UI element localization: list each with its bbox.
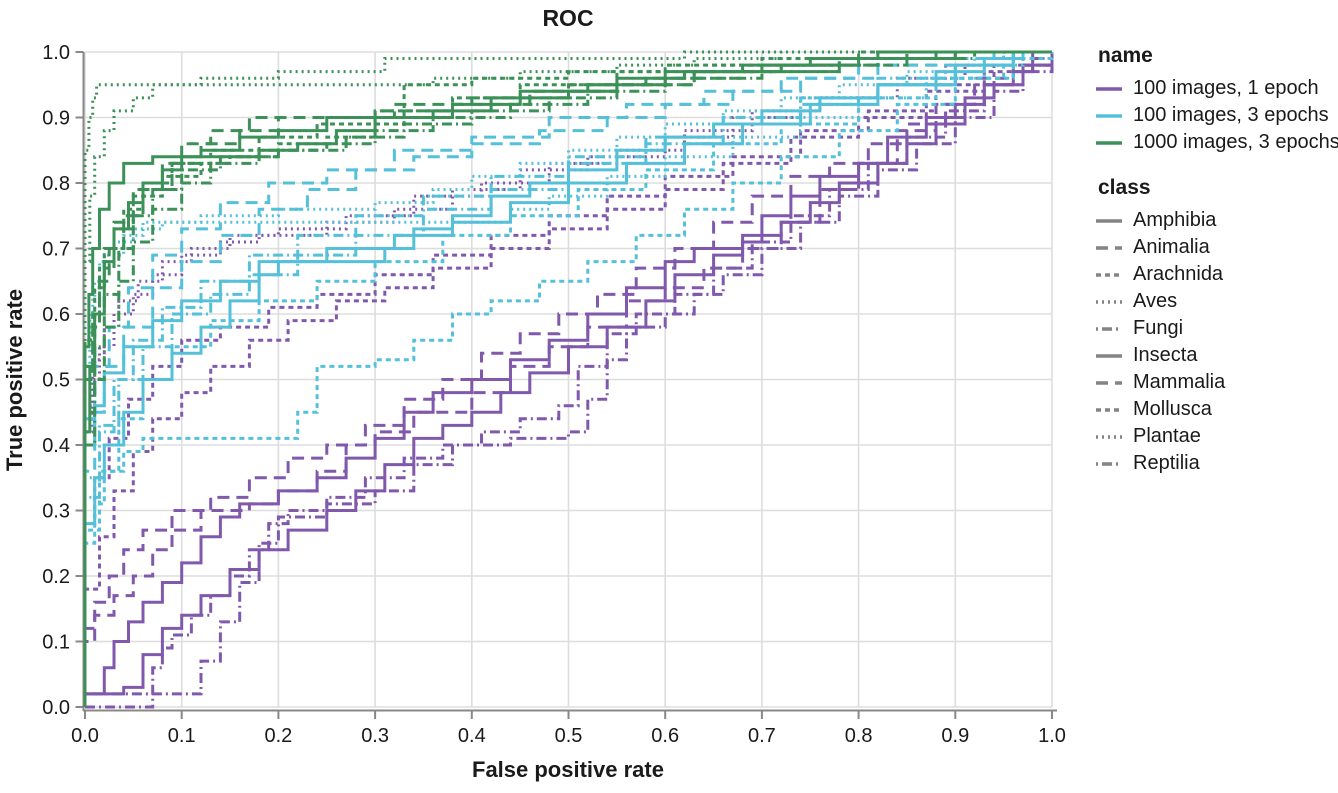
legend-name-group: name 100 images, 1 epoch 100 images, 3 ep… <box>1096 44 1338 156</box>
y-tick-label: 0.5 <box>42 370 70 392</box>
legend-item-label: Fungi <box>1133 317 1184 339</box>
roc-curve-fungi <box>83 52 1054 707</box>
legend-swatch-line <box>1096 380 1122 385</box>
x-tick-label: 0.8 <box>845 725 873 747</box>
legend-item-label: Plantae <box>1133 425 1201 447</box>
chart-title: ROC <box>542 5 593 31</box>
roc-curve-amphibia <box>83 50 1052 707</box>
legend-item-label: Mammalia <box>1133 371 1226 393</box>
legend-class-group: class Amphibia Animalia Arachnida Aves Fungi… <box>1096 176 1336 477</box>
legend-item-class: Arachnida <box>1096 261 1336 288</box>
legend: name 100 images, 1 epoch 100 images, 3 ep… <box>1096 44 1338 477</box>
legend-name-items: 100 images, 1 epoch 100 images, 3 epochs 1… <box>1096 75 1338 156</box>
legend-item-label: Insecta <box>1133 344 1198 366</box>
y-tick-label: 0.8 <box>42 173 70 195</box>
legend-swatch-line <box>1096 299 1122 304</box>
legend-item-name: 100 images, 3 epochs <box>1096 102 1336 129</box>
y-axis-title: True positive rate <box>2 289 27 471</box>
legend-name-title: name <box>1098 44 1153 67</box>
legend-item-class: Fungi <box>1096 315 1336 342</box>
y-tick-label: 0.0 <box>42 697 70 719</box>
legend-swatch-line <box>1096 86 1122 91</box>
roc-curve-animalia <box>83 52 1054 707</box>
x-tick-label: 0.6 <box>651 725 679 747</box>
roc-curve-mollusca <box>83 52 1054 707</box>
legend-swatch-line <box>1096 434 1122 439</box>
legend-swatch-line <box>1096 140 1122 145</box>
legend-swatch-line <box>1096 326 1122 331</box>
y-tick-label: 0.2 <box>42 566 70 588</box>
x-tick-label: 0.9 <box>941 725 969 747</box>
roc-curve-arachnida <box>83 52 1054 707</box>
legend-item-label: Mollusca <box>1133 398 1212 420</box>
roc-curve-reptilia <box>83 50 1052 707</box>
y-tick-label: 0.4 <box>42 435 70 457</box>
y-tick-label: 0.9 <box>42 108 70 130</box>
legend-swatch-line <box>1096 272 1122 277</box>
legend-swatch-line <box>1096 218 1122 223</box>
legend-class-title: class <box>1098 176 1151 199</box>
y-tick-label: 1.0 <box>42 42 70 64</box>
legend-item-class: Plantae <box>1096 423 1336 450</box>
legend-swatch-line <box>1096 353 1122 358</box>
roc-curve-mammalia <box>83 50 1052 707</box>
legend-item-label: 100 images, 1 epoch <box>1133 77 1319 99</box>
legend-item-label: Aves <box>1133 290 1178 312</box>
y-tick-label: 0.3 <box>42 501 70 523</box>
x-tick-label: 1.0 <box>1038 725 1066 747</box>
roc-curve-reptilia <box>83 50 1052 707</box>
roc-curve-plantae <box>83 50 1052 707</box>
legend-item-class: Mollusca <box>1096 396 1336 423</box>
y-tick-label: 0.7 <box>42 239 70 261</box>
roc-curve-mollusca <box>83 52 1054 707</box>
legend-item-label: Reptilia <box>1133 452 1200 474</box>
legend-item-name: 100 images, 1 epoch <box>1096 75 1336 102</box>
legend-swatch-line <box>1096 245 1122 250</box>
x-axis-title: False positive rate <box>472 757 664 782</box>
x-tick-label: 0.3 <box>361 725 389 747</box>
roc-curve-mammalia <box>83 52 1054 707</box>
legend-item-label: Animalia <box>1133 236 1210 258</box>
legend-item-label: Amphibia <box>1133 209 1217 231</box>
legend-item-class: Reptilia <box>1096 450 1336 477</box>
x-tick-label: 0.1 <box>168 725 196 747</box>
legend-item-label: 100 images, 3 epochs <box>1133 104 1329 126</box>
x-tick-label: 0.7 <box>748 725 776 747</box>
roc-curve-animalia <box>83 50 1052 707</box>
legend-swatch-line <box>1096 113 1122 118</box>
x-tick-label: 0.2 <box>264 725 292 747</box>
roc-chart: 0.0 0.1 0.2 0.3 0.4 0.5 0.6 0.7 0.8 0.9 1.0 0.0 0.1 0… <box>2 5 1066 782</box>
roc-curve-mollusca <box>83 50 1052 707</box>
roc-curves <box>83 50 1054 709</box>
legend-item-class: Animalia <box>1096 234 1336 261</box>
y-tick-label: 0.1 <box>42 632 70 654</box>
legend-item-name: 1000 images, 3 epochs <box>1096 129 1338 156</box>
roc-curve-mammalia <box>83 50 1052 707</box>
legend-swatch-line <box>1096 461 1122 466</box>
x-tick-label: 0.0 <box>71 725 99 747</box>
legend-item-class: Mammalia <box>1096 369 1336 396</box>
x-tick-label: 0.5 <box>555 725 583 747</box>
roc-curve-reptilia <box>85 52 1054 709</box>
roc-curve-aves <box>83 50 1052 707</box>
legend-item-class: Insecta <box>1096 342 1336 369</box>
legend-item-label: 1000 images, 3 epochs <box>1133 131 1338 153</box>
roc-chart-canvas: 0.0 0.1 0.2 0.3 0.4 0.5 0.6 0.7 0.8 0.9 1.0 0.0 0.1 0… <box>2 5 1066 782</box>
x-tick-label: 0.4 <box>458 725 486 747</box>
legend-class-items: Amphibia Animalia Arachnida Aves Fungi Insect… <box>1096 207 1336 477</box>
legend-item-class: Amphibia <box>1096 207 1336 234</box>
legend-swatch-line <box>1096 407 1122 412</box>
legend-item-class: Aves <box>1096 288 1336 315</box>
legend-item-label: Arachnida <box>1133 263 1224 285</box>
y-tick-label: 0.6 <box>42 304 70 326</box>
